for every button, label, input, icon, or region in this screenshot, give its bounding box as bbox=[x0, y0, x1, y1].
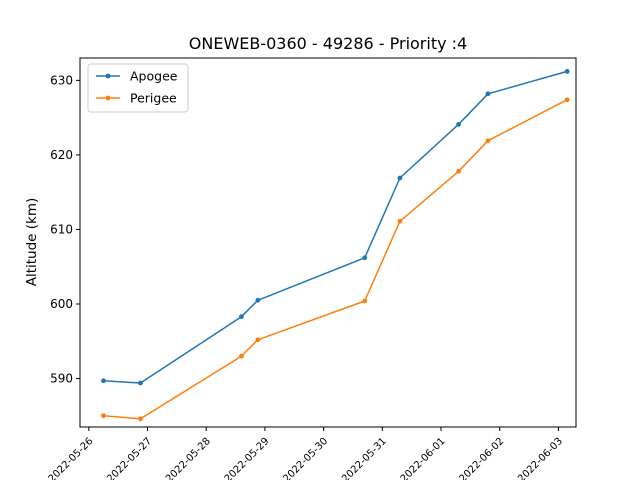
legend-marker-apogee bbox=[105, 73, 111, 79]
data-point-perigee bbox=[485, 138, 491, 144]
data-point-apogee bbox=[362, 255, 368, 261]
y-axis-label: Altitude (km) bbox=[24, 198, 40, 287]
data-point-perigee bbox=[456, 168, 462, 174]
legend: Apogee Perigee bbox=[87, 63, 189, 113]
data-point-apogee bbox=[239, 314, 244, 320]
data-point-perigee bbox=[564, 97, 570, 103]
data-point-perigee bbox=[362, 298, 368, 304]
plot-frame bbox=[79, 57, 577, 428]
y-tick-label: 600 bbox=[50, 297, 73, 311]
data-point-perigee bbox=[255, 337, 261, 343]
data-point-apogee bbox=[255, 297, 261, 303]
data-point-perigee bbox=[101, 413, 106, 419]
data-point-apogee bbox=[485, 91, 491, 97]
data-point-apogee bbox=[564, 69, 570, 74]
data-point-apogee bbox=[397, 175, 403, 181]
y-tick-label: 610 bbox=[50, 222, 73, 236]
y-tick-label: 630 bbox=[50, 73, 73, 87]
data-point-apogee bbox=[456, 121, 462, 127]
data-point-perigee bbox=[138, 416, 143, 422]
data-point-apogee bbox=[101, 378, 106, 384]
y-tick-label: 620 bbox=[50, 148, 73, 162]
legend-label-perigee: Perigee bbox=[130, 91, 177, 106]
data-point-perigee bbox=[239, 353, 244, 359]
chart-title: ONEWEB-0360 - 49286 - Priority :4 bbox=[189, 34, 467, 53]
data-point-apogee bbox=[138, 380, 143, 386]
legend-marker-perigee bbox=[105, 95, 111, 101]
y-tick-label: 590 bbox=[50, 372, 73, 386]
data-point-perigee bbox=[397, 218, 403, 224]
legend-label-apogee: Apogee bbox=[130, 69, 178, 84]
